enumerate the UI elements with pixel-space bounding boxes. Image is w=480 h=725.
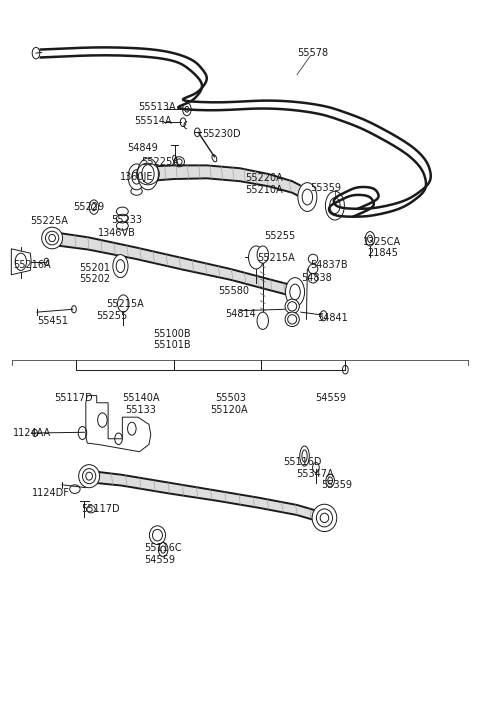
Circle shape [257, 312, 268, 329]
Text: 55255: 55255 [96, 312, 127, 321]
Text: 55101B: 55101B [154, 340, 191, 350]
Ellipse shape [312, 504, 337, 531]
Circle shape [257, 246, 268, 263]
Text: 55117D: 55117D [54, 394, 93, 404]
Text: 54837B: 54837B [310, 260, 348, 270]
Polygon shape [86, 396, 151, 452]
Text: 55359: 55359 [322, 480, 353, 490]
Text: 54838: 54838 [301, 273, 333, 283]
Circle shape [249, 246, 264, 269]
Text: 1124AA: 1124AA [13, 428, 51, 438]
Polygon shape [145, 165, 309, 202]
Text: 55229: 55229 [73, 202, 104, 212]
Text: 55580: 55580 [219, 286, 250, 296]
Ellipse shape [308, 254, 318, 264]
Text: 55359: 55359 [310, 183, 341, 194]
Circle shape [118, 295, 129, 312]
Circle shape [298, 183, 317, 212]
Text: 55100B: 55100B [154, 328, 191, 339]
Text: 54559: 54559 [315, 394, 346, 404]
Text: 55140A: 55140A [122, 394, 160, 404]
Text: 21845: 21845 [367, 248, 398, 258]
Text: 55220A: 55220A [245, 173, 283, 183]
Text: 55233: 55233 [111, 215, 142, 225]
Text: 55215A: 55215A [257, 253, 295, 263]
Circle shape [137, 158, 158, 190]
Text: 55513A: 55513A [138, 102, 176, 112]
Ellipse shape [79, 465, 99, 488]
Text: 55120A: 55120A [211, 405, 248, 415]
Text: 55215A: 55215A [106, 299, 144, 309]
Ellipse shape [149, 526, 166, 544]
Text: 55116D: 55116D [284, 457, 322, 467]
Circle shape [286, 278, 304, 307]
Text: 55133: 55133 [125, 405, 156, 415]
Text: 55514A: 55514A [135, 116, 172, 125]
Polygon shape [12, 249, 31, 275]
Text: 1124DF: 1124DF [32, 489, 70, 499]
Text: 55255: 55255 [264, 231, 296, 241]
Text: 54849: 54849 [127, 143, 158, 153]
Ellipse shape [42, 227, 62, 249]
Text: 1325CA: 1325CA [363, 236, 401, 247]
Text: 1360JE: 1360JE [120, 172, 154, 182]
Text: 55201: 55201 [80, 262, 110, 273]
Text: 55347A: 55347A [296, 469, 334, 479]
Text: 55202: 55202 [80, 274, 111, 284]
Ellipse shape [285, 299, 300, 314]
Ellipse shape [285, 312, 300, 326]
Polygon shape [49, 231, 296, 297]
Text: 55503: 55503 [216, 394, 246, 404]
Text: 55225A: 55225A [30, 217, 68, 226]
Text: 54559: 54559 [144, 555, 175, 566]
Circle shape [113, 254, 128, 278]
Circle shape [128, 164, 145, 190]
Text: 54814: 54814 [225, 309, 255, 318]
Text: 55578: 55578 [297, 48, 328, 58]
Text: 55451: 55451 [37, 316, 68, 326]
Text: 54841: 54841 [317, 313, 348, 323]
Text: 55216A: 55216A [13, 260, 51, 270]
Text: 1346VB: 1346VB [97, 228, 135, 238]
Text: 55117D: 55117D [81, 505, 120, 514]
Polygon shape [85, 471, 322, 522]
Text: 55230D: 55230D [202, 129, 240, 138]
Text: 55225A: 55225A [141, 157, 179, 167]
Text: 55210A: 55210A [245, 185, 282, 195]
Text: 55116C: 55116C [144, 543, 182, 553]
